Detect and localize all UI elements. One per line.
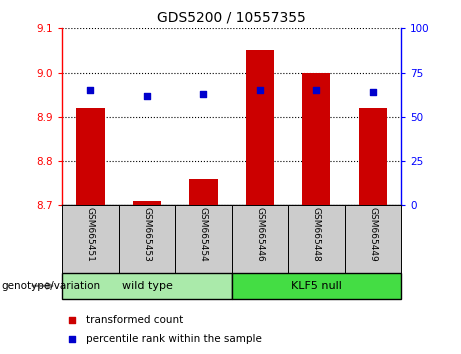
Bar [288,205,344,273]
Bar [77,108,105,205]
Bar [118,205,175,273]
Bar [189,179,218,205]
Text: transformed count: transformed count [86,315,183,325]
Bar [175,205,231,273]
Text: GSM665451: GSM665451 [86,207,95,262]
Text: GSM665454: GSM665454 [199,207,208,262]
Text: GSM665453: GSM665453 [142,207,152,262]
Bar [133,201,161,205]
Bar [344,205,401,273]
Text: GSM665449: GSM665449 [368,207,378,262]
Text: GSM665446: GSM665446 [255,207,265,262]
Point [143,93,151,98]
Bar [62,273,231,299]
Text: wild type: wild type [122,281,172,291]
Point [369,89,377,95]
Point [69,336,76,341]
Bar [359,108,387,205]
Point [256,87,264,93]
Text: GSM665448: GSM665448 [312,207,321,262]
Point [87,87,94,93]
Point [69,317,76,323]
Bar [246,50,274,205]
Bar [231,273,401,299]
Title: GDS5200 / 10557355: GDS5200 / 10557355 [157,10,306,24]
Text: genotype/variation: genotype/variation [1,281,100,291]
Text: KLF5 null: KLF5 null [291,281,342,291]
Bar [62,205,118,273]
Point [200,91,207,97]
Bar [302,73,331,205]
Bar [231,205,288,273]
Text: percentile rank within the sample: percentile rank within the sample [86,333,262,344]
Point [313,87,320,93]
